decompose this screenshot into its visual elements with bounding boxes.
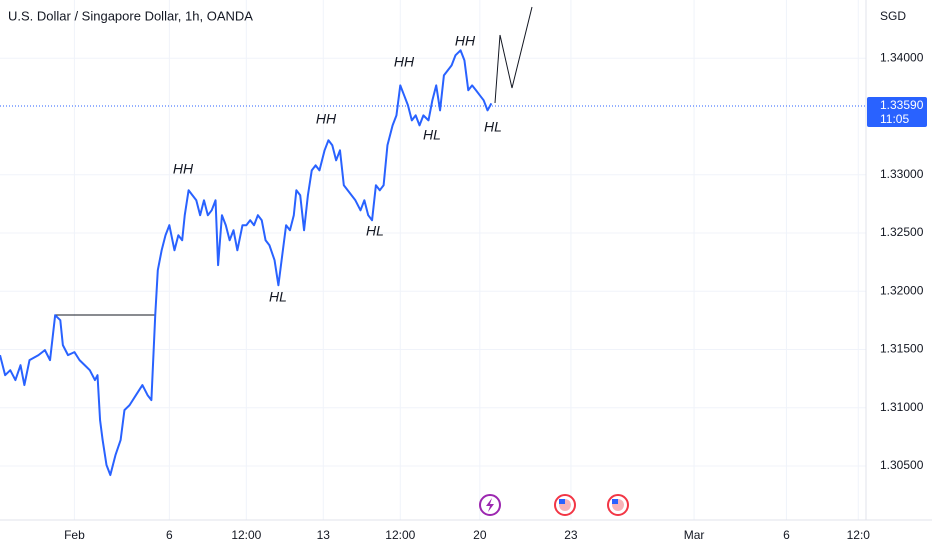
plot xyxy=(0,49,866,477)
event-icon[interactable] xyxy=(607,494,629,516)
x-tick-label: Mar xyxy=(684,528,705,542)
x-tick-label: 20 xyxy=(473,528,487,542)
x-tick-label: Feb xyxy=(64,528,85,542)
price-line xyxy=(0,49,493,477)
x-tick-label: 23 xyxy=(564,528,578,542)
pattern-annotation: HL xyxy=(423,127,441,143)
last-price-badge xyxy=(867,97,927,128)
pattern-annotation: HL xyxy=(484,119,502,135)
event-icon[interactable] xyxy=(479,494,501,516)
currency-label: SGD xyxy=(880,9,906,23)
x-tick-label: 6 xyxy=(783,528,790,542)
pattern-annotation: HH xyxy=(316,111,337,127)
x-tick-label: 13 xyxy=(317,528,331,542)
countdown-label: 11:05 xyxy=(880,112,909,126)
y-tick-label: 1.34000 xyxy=(880,50,924,64)
x-tick-label: 6 xyxy=(166,528,173,542)
y-tick-label: 1.32000 xyxy=(880,283,924,297)
x-tick-label: 12:00 xyxy=(231,528,261,542)
grid xyxy=(0,0,866,520)
y-tick-label: 1.33000 xyxy=(880,167,924,181)
x-tick-label: 12:00 xyxy=(385,528,415,542)
chart-title: U.S. Dollar / Singapore Dollar, 1h, OAND… xyxy=(8,8,253,23)
x-tick-label: 12:0 xyxy=(847,528,871,542)
event-icon[interactable] xyxy=(554,494,576,516)
y-tick-label: 1.30500 xyxy=(880,458,924,472)
pattern-annotation: HL xyxy=(366,223,384,239)
y-tick-label: 1.32500 xyxy=(880,225,924,239)
pattern-annotation: HH xyxy=(455,33,476,49)
projection-drawing xyxy=(494,6,533,104)
pattern-annotation: HH xyxy=(173,161,194,177)
y-tick-label: 1.31500 xyxy=(880,342,924,356)
y-tick-label: 1.31000 xyxy=(880,400,924,414)
pattern-annotation: HL xyxy=(269,289,287,305)
pattern-annotation: HH xyxy=(394,54,415,70)
last-price-label: 1.33590 xyxy=(880,98,924,112)
